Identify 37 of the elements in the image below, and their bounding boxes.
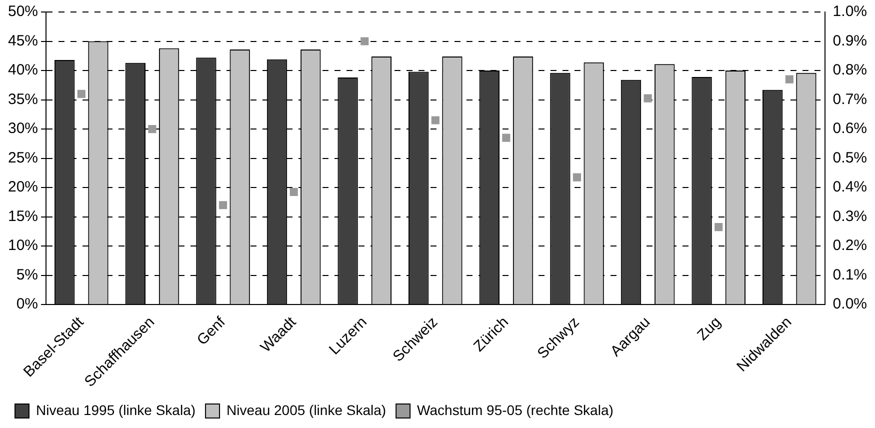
y2-tick-label: 0.9% (832, 32, 868, 50)
point (148, 125, 156, 134)
legend-label: Wachstum 95-05 (rechte Skala) (417, 402, 614, 418)
y2-tick-label: 0.5% (832, 149, 868, 166)
legend-label: Niveau 1995 (linke Skala) (36, 402, 196, 418)
x-tick-label: Zug (694, 314, 724, 344)
y2-tick-label: 0.7% (832, 90, 868, 108)
y-tick-label: 15% (8, 208, 38, 225)
y-tick-label: 10% (8, 237, 38, 254)
y-tick-label: 20% (8, 178, 38, 196)
y2-tick-label: 0.2% (832, 237, 868, 254)
point (360, 37, 369, 46)
y-tick-label: 45% (8, 32, 38, 50)
y-tick-label: 40% (8, 62, 38, 79)
y-tick-label: 50% (8, 3, 38, 20)
y2-tick-label: 0.6% (832, 120, 868, 138)
y-tick-label: 25% (8, 149, 38, 166)
y2-tick-label: 0.3% (832, 208, 868, 225)
y2-tick-label: 0.1% (832, 266, 868, 284)
point (572, 173, 582, 182)
y2-tick-label: 0.4% (832, 178, 868, 196)
y2-tick-label: 1.0% (832, 3, 868, 20)
y-tick-label: 5% (16, 266, 38, 284)
y2-tick-label: 0.8% (832, 62, 868, 79)
point (644, 94, 652, 102)
y-tick-label: 30% (8, 120, 38, 138)
y2-tick-label: 0.0% (832, 296, 868, 313)
point (714, 223, 723, 232)
point (218, 201, 228, 210)
point (785, 75, 794, 84)
point (290, 188, 298, 196)
point (431, 116, 440, 124)
legend-label: Niveau 2005 (linke Skala) (226, 402, 386, 418)
point (77, 90, 86, 98)
point (502, 134, 510, 142)
y-tick-label: 0% (16, 296, 38, 313)
y-tick-label: 35% (8, 90, 38, 108)
